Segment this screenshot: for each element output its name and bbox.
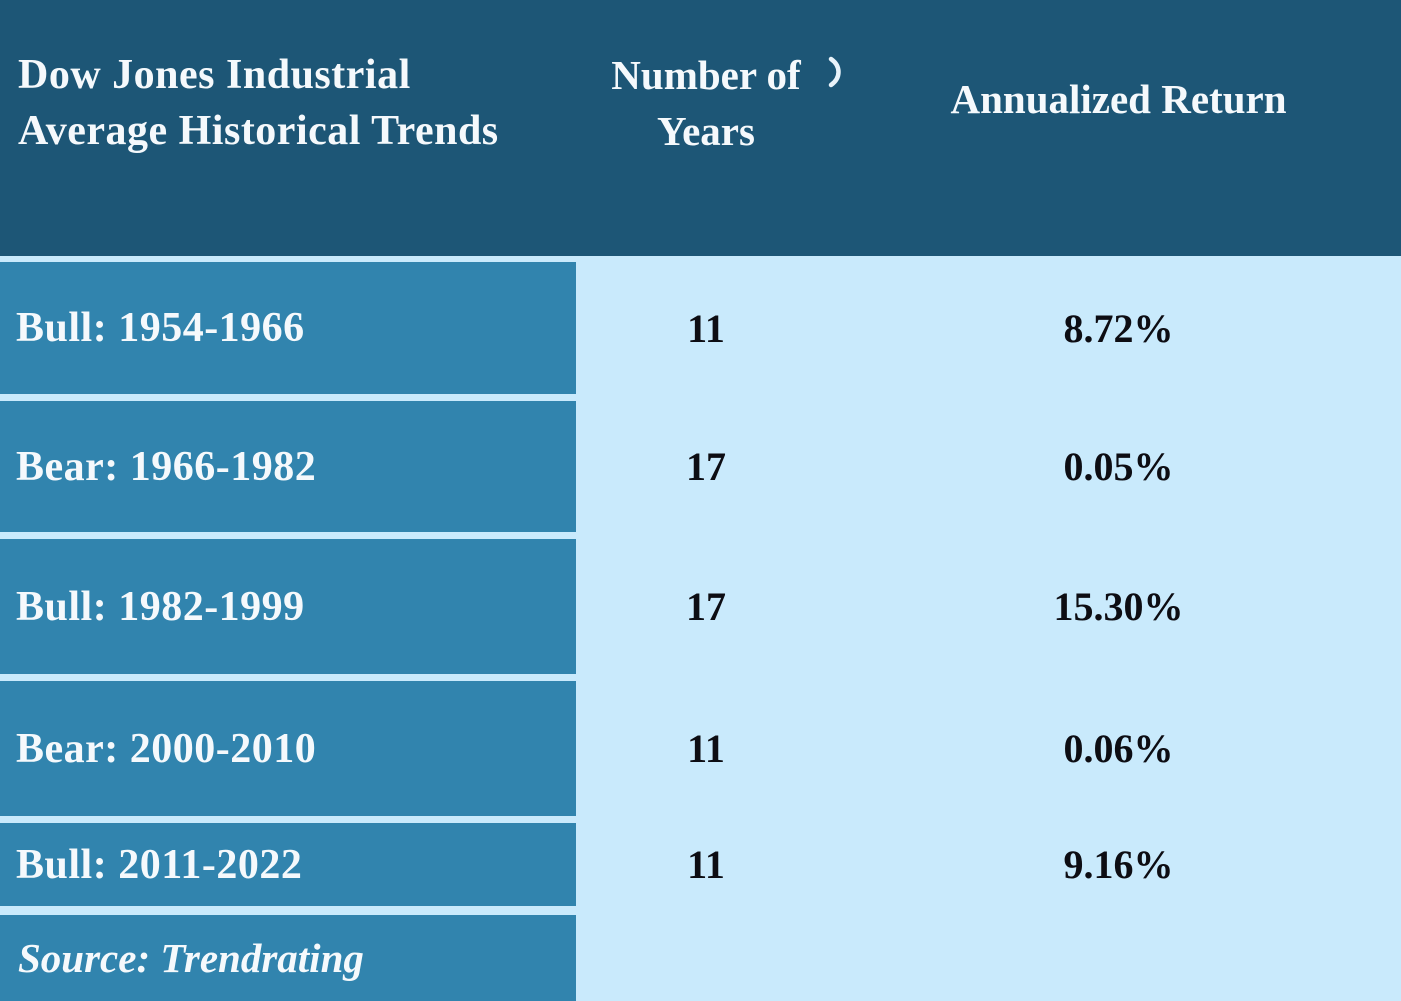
- annualized-return-cell: 9.16%: [1063, 842, 1174, 887]
- partial-paren-mark: [828, 56, 841, 88]
- table-header-row: Dow Jones Industrial Average Historical …: [0, 0, 1401, 256]
- num-years-cell: 17: [686, 584, 726, 629]
- table-title: Dow Jones Industrial Average Historical …: [0, 0, 576, 256]
- column-header-years-line2: Years: [657, 108, 755, 154]
- trend-period-cell: Bull: 1982-1999: [0, 539, 576, 674]
- source-attribution: Source: Trendrating: [0, 915, 576, 1001]
- table-row: Bear: 2000-2010 11 0.06%: [0, 681, 1401, 816]
- num-years-cell: 11: [687, 726, 725, 771]
- table-row: Bear: 1966-1982 17 0.05%: [0, 401, 1401, 532]
- column-header-years: Number of Years: [576, 0, 841, 256]
- trend-period-cell: Bull: 1954-1966: [0, 262, 576, 394]
- trend-period-cell: Bull: 2011-2022: [0, 823, 576, 906]
- column-header-return: Annualized Return: [950, 76, 1287, 122]
- table-title-line2: Average Historical Trends: [18, 108, 499, 154]
- table-row: Bull: 1982-1999 17 15.30%: [0, 539, 1401, 674]
- table-row: Bull: 1954-1966 11 8.72%: [0, 262, 1401, 394]
- source-row: Source: Trendrating: [0, 915, 1401, 1001]
- column-header-years-line1: Number of: [611, 52, 801, 98]
- num-years-cell: 11: [687, 305, 725, 351]
- trend-period-cell: Bear: 1966-1982: [0, 401, 576, 532]
- trend-period-cell: Bear: 2000-2010: [0, 681, 576, 816]
- num-years-cell: 11: [687, 842, 725, 887]
- num-years-cell: 17: [686, 444, 726, 489]
- table-title-line1: Dow Jones Industrial: [18, 52, 411, 98]
- annualized-return-cell: 0.06%: [1063, 726, 1174, 771]
- annualized-return-cell: 0.05%: [1063, 444, 1174, 489]
- annualized-return-cell: 8.72%: [1063, 305, 1174, 351]
- table-row: Bull: 2011-2022 11 9.16%: [0, 823, 1401, 906]
- annualized-return-cell: 15.30%: [1053, 584, 1184, 629]
